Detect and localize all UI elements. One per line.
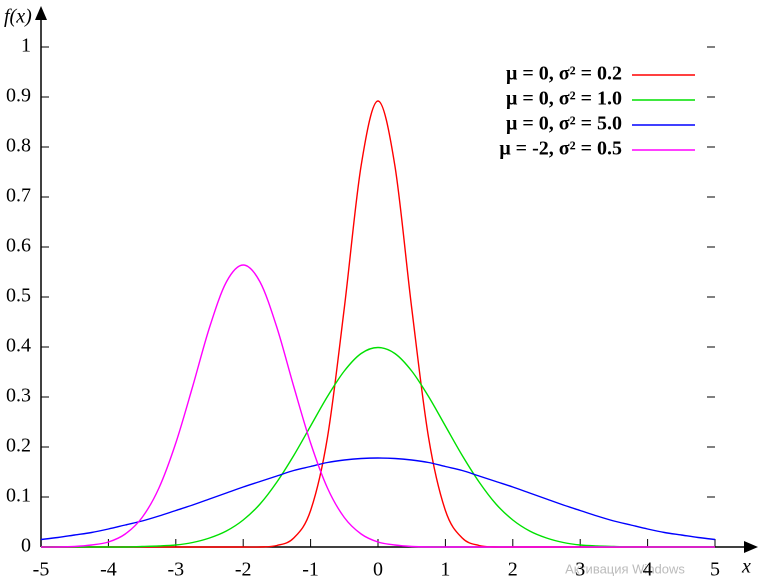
legend-label: μ = 0, σ² = 0.2 [506,63,622,85]
x-axis-arrow [744,541,758,553]
y-tick-label: 0.3 [6,385,31,407]
curve [40,457,716,541]
y-tick-label: 0 [21,535,31,557]
y-tick-label: 0.5 [6,285,31,307]
x-tick-label: -3 [167,559,184,581]
curve [41,346,715,548]
x-tick-label: -4 [100,559,117,581]
watermark: Активация Windows [565,561,685,576]
x-tick-label: 4 [643,559,653,581]
legend-label: μ = -2, σ² = 0.5 [499,138,622,160]
x-tick-label: 2 [508,559,518,581]
x-tick-label: 3 [575,559,585,581]
y-tick-label: 0.7 [6,185,31,207]
y-tick-label: 1 [21,35,31,57]
x-tick-label: -1 [302,559,319,581]
curve [41,100,715,548]
y-tick-label: 0.4 [6,335,31,357]
x-tick-label: -5 [33,559,50,581]
legend-label: μ = 0, σ² = 5.0 [506,113,622,135]
y-tick-label: 0.8 [6,135,31,157]
legend-label: μ = 0, σ² = 1.0 [506,88,622,110]
y-tick-label: 0.6 [6,235,31,257]
curve [40,264,715,548]
y-tick-label: 0.1 [6,485,31,507]
y-tick-label: 0.9 [6,85,31,107]
y-axis-label: f(x) [4,6,32,28]
x-tick-label: 1 [440,559,450,581]
y-axis-arrow [35,6,47,20]
x-tick-label: 0 [373,559,383,581]
x-tick-label: 5 [710,559,720,581]
x-axis-label: x [741,556,751,578]
x-tick-label: -2 [235,559,252,581]
y-tick-label: 0.2 [6,435,31,457]
